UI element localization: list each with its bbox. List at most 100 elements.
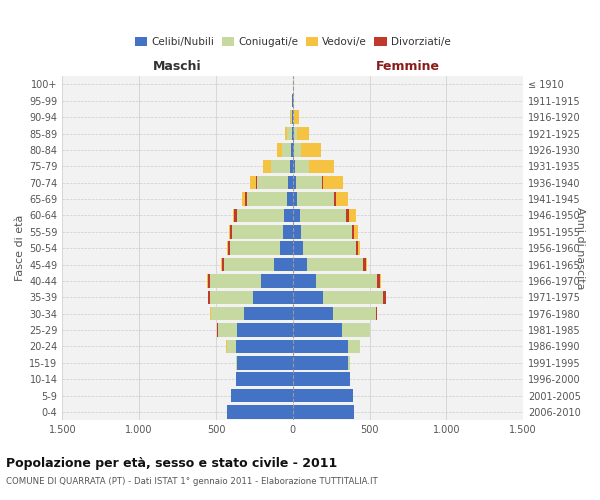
Bar [227, 242, 228, 255]
Bar [292, 127, 293, 140]
Bar [224, 258, 274, 272]
Bar [293, 127, 296, 140]
Bar [301, 225, 352, 238]
Bar [293, 94, 294, 108]
Bar [238, 324, 293, 337]
Bar [383, 290, 386, 304]
Bar [301, 143, 321, 156]
Bar [232, 225, 283, 238]
Bar [245, 192, 247, 205]
Bar [365, 258, 367, 272]
Bar [256, 176, 257, 190]
Bar [296, 176, 322, 190]
Y-axis label: Anni di nascita: Anni di nascita [575, 207, 585, 290]
Bar [322, 176, 323, 190]
Bar [293, 356, 348, 370]
Bar [332, 307, 376, 320]
Bar [233, 208, 235, 222]
Bar [346, 208, 349, 222]
Bar [293, 274, 316, 287]
Bar [218, 324, 238, 337]
Bar [298, 192, 334, 205]
Bar [352, 225, 354, 238]
Bar [260, 274, 293, 287]
Bar [242, 192, 245, 205]
Bar [364, 258, 365, 272]
Bar [293, 307, 332, 320]
Bar [230, 242, 280, 255]
Bar [294, 143, 301, 156]
Bar [293, 290, 323, 304]
Bar [293, 160, 295, 173]
Bar [334, 192, 336, 205]
Bar [293, 340, 348, 353]
Bar [271, 160, 290, 173]
Bar [342, 324, 370, 337]
Bar [282, 143, 291, 156]
Bar [285, 127, 287, 140]
Bar [310, 160, 334, 173]
Bar [277, 143, 281, 156]
Bar [284, 208, 293, 222]
Bar [293, 242, 303, 255]
Bar [287, 192, 293, 205]
Bar [336, 192, 348, 205]
Bar [230, 225, 232, 238]
Bar [290, 110, 291, 124]
Bar [238, 356, 293, 370]
Bar [253, 290, 293, 304]
Bar [232, 389, 293, 402]
Bar [376, 307, 377, 320]
Bar [293, 143, 294, 156]
Bar [263, 160, 271, 173]
Bar [354, 225, 358, 238]
Bar [280, 242, 293, 255]
Bar [293, 176, 296, 190]
Bar [348, 356, 350, 370]
Bar [293, 225, 301, 238]
Bar [294, 110, 299, 124]
Bar [229, 225, 230, 238]
Bar [348, 340, 361, 353]
Bar [221, 258, 222, 272]
Legend: Celibi/Nubili, Coniugati/e, Vedovi/e, Divorziati/e: Celibi/Nubili, Coniugati/e, Vedovi/e, Di… [131, 33, 455, 52]
Bar [235, 208, 236, 222]
Bar [210, 274, 260, 287]
Bar [291, 110, 292, 124]
Bar [323, 176, 343, 190]
Bar [236, 372, 293, 386]
Bar [303, 242, 356, 255]
Bar [287, 127, 292, 140]
Bar [377, 274, 380, 287]
Bar [290, 160, 293, 173]
Text: COMUNE DI QUARRATA (PT) - Dati ISTAT 1° gennaio 2011 - Elaborazione TUTTITALIA.I: COMUNE DI QUARRATA (PT) - Dati ISTAT 1° … [6, 478, 378, 486]
Bar [380, 274, 381, 287]
Bar [250, 176, 256, 190]
Bar [257, 176, 288, 190]
Bar [293, 389, 353, 402]
Bar [228, 242, 230, 255]
Bar [208, 274, 210, 287]
Bar [293, 372, 350, 386]
Bar [356, 242, 358, 255]
Bar [293, 324, 342, 337]
Bar [291, 143, 293, 156]
Bar [293, 192, 298, 205]
Bar [283, 225, 293, 238]
Bar [227, 405, 293, 418]
Bar [316, 274, 377, 287]
Bar [293, 208, 299, 222]
Bar [244, 307, 293, 320]
Bar [210, 290, 253, 304]
Bar [293, 258, 307, 272]
Bar [293, 110, 294, 124]
Bar [323, 290, 383, 304]
Text: Popolazione per età, sesso e stato civile - 2011: Popolazione per età, sesso e stato civil… [6, 458, 337, 470]
Bar [358, 242, 360, 255]
Bar [247, 192, 287, 205]
Bar [227, 340, 236, 353]
Bar [236, 340, 293, 353]
Bar [236, 356, 238, 370]
Bar [349, 208, 356, 222]
Bar [295, 160, 309, 173]
